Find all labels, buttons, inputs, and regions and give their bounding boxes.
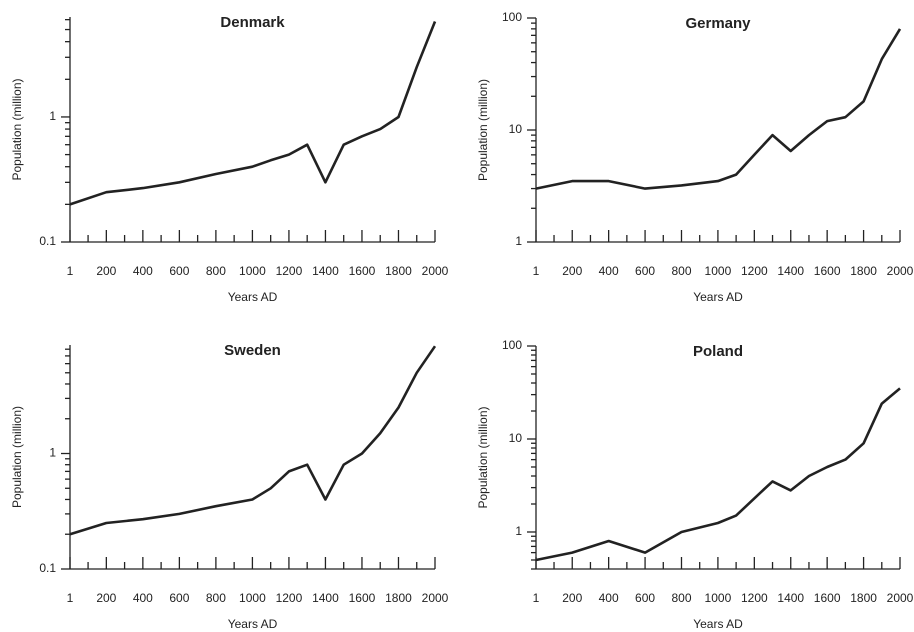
- x-tick-label: 800: [206, 591, 226, 605]
- x-tick-label: 1: [67, 591, 74, 605]
- data-line: [535, 28, 902, 190]
- chart-title: Poland: [693, 343, 743, 360]
- y-axis-title: Population (million): [10, 78, 24, 180]
- x-tick-label: 1000: [705, 591, 732, 605]
- x-tick-label: 400: [133, 591, 153, 605]
- x-tick-label: 2000: [887, 591, 914, 605]
- x-tick-label: 600: [169, 591, 189, 605]
- chart-title: Germany: [685, 15, 751, 32]
- x-tick-label: 1800: [850, 264, 877, 278]
- x-tick-label: 200: [96, 591, 116, 605]
- x-tick-label: 600: [635, 264, 655, 278]
- x-tick-label: 1000: [239, 591, 266, 605]
- x-axis-title: Years AD: [693, 290, 743, 304]
- y-axis-title: Population (million): [476, 406, 490, 508]
- x-tick-label: 2000: [422, 591, 449, 605]
- x-tick-label: 1600: [814, 591, 841, 605]
- x-tick-label: 2000: [422, 264, 449, 278]
- y-tick-label: 100: [502, 338, 522, 352]
- x-tick-label: 1400: [312, 591, 339, 605]
- x-tick-label: 1000: [239, 264, 266, 278]
- data-line: [69, 21, 437, 206]
- x-tick-label: 1000: [705, 264, 732, 278]
- y-tick-label: 1: [515, 234, 522, 248]
- x-tick-label: 1400: [777, 264, 804, 278]
- data-line: [535, 387, 901, 562]
- chart-title: Denmark: [220, 14, 285, 31]
- x-axis-title: Years AD: [228, 290, 278, 304]
- x-tick-label: 400: [133, 264, 153, 278]
- y-tick-label: 1: [49, 109, 56, 123]
- x-tick-label: 1400: [312, 264, 339, 278]
- y-tick-label: 0.1: [39, 234, 56, 248]
- x-tick-label: 600: [635, 591, 655, 605]
- x-tick-label: 200: [562, 591, 582, 605]
- x-tick-label: 400: [599, 264, 619, 278]
- x-tick-label: 1200: [741, 264, 768, 278]
- x-tick-label: 200: [96, 264, 116, 278]
- x-tick-label: 600: [169, 264, 189, 278]
- x-tick-label: 400: [599, 591, 619, 605]
- y-tick-label: 1: [515, 524, 522, 538]
- x-tick-label: 1800: [385, 591, 412, 605]
- x-tick-label: 800: [206, 264, 226, 278]
- x-tick-label: 800: [671, 591, 691, 605]
- x-tick-label: 1: [533, 264, 540, 278]
- x-tick-label: 1600: [814, 264, 841, 278]
- x-tick-label: 2000: [887, 264, 914, 278]
- x-tick-label: 1: [533, 591, 540, 605]
- x-tick-label: 800: [671, 264, 691, 278]
- x-tick-label: 1600: [349, 264, 376, 278]
- y-axis-title: Population (million): [10, 406, 24, 508]
- x-tick-label: 1800: [850, 591, 877, 605]
- x-tick-label: 1600: [349, 591, 376, 605]
- data-line: [69, 345, 437, 536]
- x-tick-label: 1: [67, 264, 74, 278]
- y-tick-label: 1: [49, 446, 56, 460]
- x-tick-label: 200: [562, 264, 582, 278]
- chart-title: Sweden: [224, 342, 281, 359]
- x-tick-label: 1800: [385, 264, 412, 278]
- x-axis-title: Years AD: [228, 617, 278, 631]
- x-tick-label: 1200: [276, 591, 303, 605]
- x-tick-label: 1400: [777, 591, 804, 605]
- x-axis-title: Years AD: [693, 617, 743, 631]
- y-axis-title: Population (million): [476, 79, 490, 181]
- y-tick-label: 0.1: [39, 561, 56, 575]
- y-tick-label: 10: [509, 122, 523, 136]
- y-tick-label: 100: [502, 10, 522, 24]
- y-tick-label: 10: [509, 431, 523, 445]
- x-tick-label: 1200: [276, 264, 303, 278]
- x-tick-label: 1200: [741, 591, 768, 605]
